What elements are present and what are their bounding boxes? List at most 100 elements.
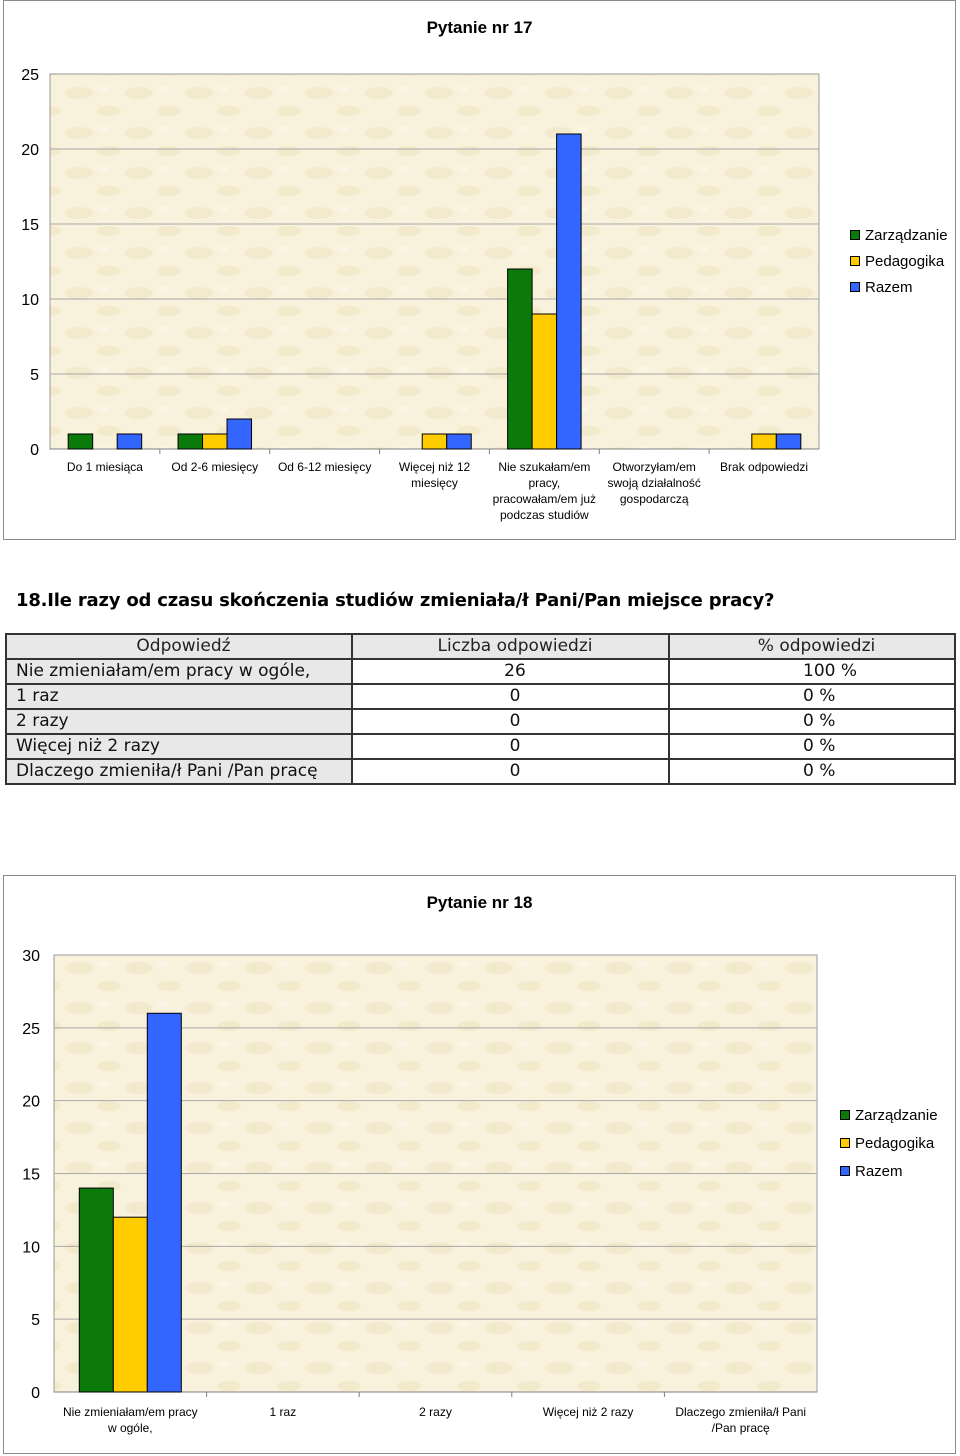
y-tick-label: 10: [21, 292, 39, 309]
percent-value: 100 %: [803, 661, 858, 681]
legend-item-zarzadzanie: Zarządzanie: [850, 222, 948, 248]
legend-item-pedagogika: Pedagogika: [850, 248, 948, 274]
x-tick-label: 2 razy: [419, 1405, 452, 1419]
y-tick-label: 20: [21, 142, 39, 159]
chart-pytanie-17: Pytanie nr 17 0 5 10 15 20 25 Do 1 miesiąca Od …: [3, 0, 956, 540]
table-header-row: Odpowiedź Liczba odpowiedzi % odpowiedzi: [5, 633, 956, 660]
legend-item-razem: Razem: [850, 274, 948, 300]
x-tick-label: Do 1 miesiąca: [67, 460, 143, 474]
legend-item-zarzadzanie: Zarządzanie: [840, 1101, 938, 1129]
bar: [146, 1012, 182, 1393]
x-tick-label: Nie szukałam/em: [498, 460, 590, 474]
chart-legend: Zarządzanie Pedagogika Razem: [840, 1101, 938, 1185]
x-tick-label: Od 6-12 miesięcy: [278, 460, 371, 474]
bar: [421, 433, 448, 450]
table-cell-answer: Nie zmieniałam/em pracy w ogóle,: [5, 658, 353, 685]
table-cell-answer: 2 razy: [5, 708, 353, 735]
x-tick-label: Dlaczego zmieniła/ł Pani: [675, 1405, 806, 1419]
bar: [775, 433, 802, 450]
table-cell-percent: 100 %: [668, 658, 956, 685]
bar: [78, 1187, 114, 1393]
table-cell-count: 0: [351, 758, 670, 785]
x-tick-label: 1 raz: [270, 1405, 297, 1419]
table-cell-answer: 1 raz: [5, 683, 353, 710]
legend-label: Pedagogika: [855, 1134, 935, 1152]
chart-plot: 0 5 10 15 20 25 Do 1 miesiąca Od 2-6 miesięcy Od…: [21, 67, 820, 522]
percent-value: 0 %: [803, 736, 836, 756]
x-tick-label: /Pan pracę: [712, 1421, 770, 1435]
legend-label: Razem: [855, 1162, 903, 1180]
x-tick-label: podczas studiów: [500, 508, 589, 522]
x-tick-label: Otworzyłam/em: [613, 460, 696, 474]
legend-label: Pedagogika: [865, 252, 945, 270]
bar: [112, 1216, 148, 1393]
y-tick-label: 0: [31, 1385, 40, 1402]
table-row: Więcej niż 2 razy 0 0 %: [5, 733, 956, 760]
x-tick-label: swoją działalność: [608, 476, 701, 490]
bar: [507, 268, 533, 450]
chart-title: Pytanie nr 18: [426, 893, 533, 912]
bar: [177, 433, 204, 450]
chart-plot: 0 5 10 15 20 25 30 Nie zmieniałam/em pracy w ogó…: [22, 948, 818, 1435]
legend-item-razem: Razem: [840, 1157, 938, 1185]
y-tick-label: 15: [22, 1167, 40, 1184]
answers-table: Odpowiedź Liczba odpowiedzi % odpowiedzi…: [5, 633, 956, 785]
table-row: 2 razy 0 0 %: [5, 708, 956, 735]
table-header: % odpowiedzi: [668, 633, 956, 660]
legend-swatch: [840, 1138, 850, 1148]
chart-pytanie-18: Pytanie nr 18 0 5 10 15 20 25 30 Nie zmieniałam…: [3, 875, 956, 1454]
bar: [531, 313, 558, 450]
legend-label: Razem: [865, 278, 913, 296]
plot-area: [49, 73, 820, 450]
table-cell-percent: 0 %: [668, 683, 956, 710]
table-cell-count: 0: [351, 708, 670, 735]
bar: [556, 133, 582, 450]
percent-value: 0 %: [803, 761, 836, 781]
y-tick-label: 20: [22, 1094, 40, 1111]
y-tick-label: 5: [31, 1312, 40, 1329]
y-tick-label: 15: [21, 217, 39, 234]
legend-swatch: [850, 256, 860, 266]
bar: [751, 433, 777, 450]
x-tick-label: gospodarczą: [620, 492, 689, 506]
y-tick-label: 25: [21, 67, 39, 84]
legend-item-pedagogika: Pedagogika: [840, 1129, 938, 1157]
chart-legend: Zarządzanie Pedagogika Razem: [850, 222, 948, 300]
x-tick-label: Brak odpowiedzi: [720, 460, 808, 474]
chart-title: Pytanie nr 17: [426, 18, 533, 37]
table-cell-percent: 0 %: [668, 758, 956, 785]
bar: [226, 418, 253, 450]
percent-value: 0 %: [803, 686, 836, 706]
table-cell-answer: Więcej niż 2 razy: [5, 733, 353, 760]
legend-label: Zarządzanie: [865, 226, 948, 244]
section-heading: 18.Ile razy od czasu skończenia studiów …: [16, 590, 775, 611]
table-header: Odpowiedź: [5, 633, 353, 660]
y-tick-label: 30: [22, 948, 40, 965]
legend-label: Zarządzanie: [855, 1106, 938, 1124]
x-tick-label: miesięcy: [411, 476, 458, 490]
y-tick-label: 5: [30, 367, 39, 384]
x-tick-label: Nie zmieniałam/em pracy: [63, 1405, 198, 1419]
y-tick-label: 25: [22, 1021, 40, 1038]
table-cell-percent: 0 %: [668, 708, 956, 735]
legend-swatch: [850, 282, 860, 292]
legend-swatch: [840, 1166, 850, 1176]
table-cell-count: 0: [351, 733, 670, 760]
bar: [202, 433, 228, 450]
x-tick-label: pracy,: [528, 476, 560, 490]
table-cell-count: 26: [351, 658, 670, 685]
x-tick-label: Od 2-6 miesięcy: [171, 460, 258, 474]
percent-value: 0 %: [803, 711, 836, 731]
x-tick-label: pracowałam/em już: [493, 492, 596, 506]
bar: [116, 433, 143, 450]
table-cell-answer: Dlaczego zmieniła/ł Pani /Pan pracę: [5, 758, 353, 785]
y-tick-label: 10: [22, 1239, 40, 1256]
x-tick-label: Więcej niż 12: [399, 460, 471, 474]
table-cell-percent: 0 %: [668, 733, 956, 760]
bar: [67, 433, 94, 450]
table-row: Dlaczego zmieniła/ł Pani /Pan pracę 0 0 …: [5, 758, 956, 785]
legend-swatch: [840, 1110, 850, 1120]
legend-swatch: [850, 230, 860, 240]
table-header: Liczba odpowiedzi: [351, 633, 670, 660]
table-row: 1 raz 0 0 %: [5, 683, 956, 710]
